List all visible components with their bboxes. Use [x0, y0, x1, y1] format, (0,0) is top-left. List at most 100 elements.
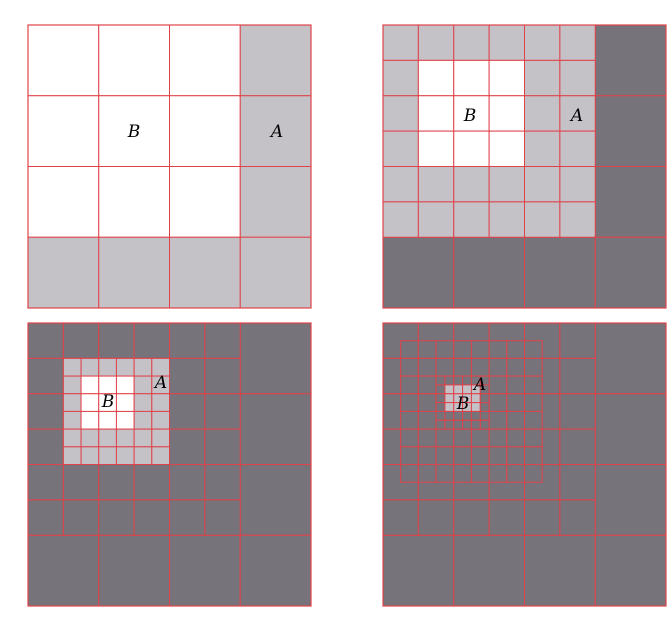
a-cell: [133, 393, 153, 412]
outer-cell: [417, 357, 437, 377]
a-cell: [559, 166, 596, 203]
a-cell: [559, 95, 596, 132]
region-a-label: A: [472, 375, 486, 395]
a-cell: [524, 95, 561, 132]
b-cell: [98, 166, 170, 238]
outer-cell: [27, 393, 64, 430]
outer-cell: [470, 464, 490, 483]
outer-cell: [594, 24, 667, 97]
outer-cell: [62, 464, 100, 501]
outer-cell: [524, 357, 543, 377]
outer-cell: [470, 340, 490, 359]
outer-cell: [594, 166, 667, 238]
outer-cell: [169, 499, 206, 536]
outer-cell: [506, 446, 525, 465]
b-cell: [80, 410, 100, 430]
outer-cell: [506, 464, 525, 483]
a-cell: [524, 59, 561, 97]
outer-cell: [27, 322, 64, 359]
a-cell: [133, 428, 153, 448]
a-cell: [115, 357, 135, 377]
a-cell: [453, 201, 490, 238]
b-cell: [80, 393, 100, 412]
a-cell: [98, 428, 117, 448]
outer-cell: [435, 419, 446, 430]
b-cell: [115, 375, 135, 395]
outer-cell: [239, 464, 312, 536]
outer-cell: [239, 322, 312, 395]
outer-cell: [524, 236, 596, 309]
outer-cell: [453, 446, 472, 465]
outer-cell: [400, 428, 419, 448]
outer-cell: [488, 446, 508, 465]
b-cell: [417, 59, 455, 97]
a-cell: [382, 130, 419, 167]
outer-cell: [524, 340, 543, 359]
outer-cell: [417, 393, 437, 412]
outer-cell: [488, 499, 525, 536]
outer-cell: [435, 357, 455, 377]
a-cell: [239, 24, 312, 97]
outer-cell: [470, 446, 490, 465]
b-cell: [27, 166, 100, 238]
outer-cell: [27, 534, 100, 607]
a-cell: [151, 393, 170, 412]
a-cell: [98, 446, 117, 465]
outer-cell: [594, 464, 667, 536]
outer-cell: [594, 322, 667, 395]
outer-cell: [594, 95, 667, 167]
outer-cell: [453, 464, 472, 483]
outer-cell: [400, 393, 419, 412]
b-cell: [169, 24, 241, 97]
outer-cell: [594, 236, 667, 309]
panel-level-1: [27, 24, 312, 309]
outer-cell: [98, 534, 170, 607]
outer-cell: [524, 410, 543, 430]
a-cell: [382, 201, 419, 238]
outer-cell: [453, 357, 472, 377]
outer-cell: [382, 236, 455, 309]
a-cell: [470, 402, 481, 412]
outer-cell: [382, 499, 419, 536]
a-cell: [62, 357, 82, 377]
outer-cell: [27, 464, 64, 501]
outer-cell: [594, 534, 667, 607]
a-cell: [151, 446, 170, 465]
a-cell: [382, 24, 419, 61]
b-cell: [444, 384, 455, 395]
b-cell: [115, 410, 135, 430]
a-cell: [417, 166, 455, 203]
outer-cell: [594, 393, 667, 465]
panel-frame: [382, 322, 667, 607]
panel-level-4: [382, 322, 667, 607]
a-cell: [488, 201, 525, 238]
a-cell: [417, 201, 455, 238]
a-cell: [524, 130, 561, 167]
outer-cell: [400, 357, 419, 377]
outer-cell: [27, 428, 64, 465]
outer-cell: [453, 534, 525, 607]
b-cell: [417, 95, 455, 132]
a-cell: [239, 166, 312, 238]
outer-cell: [524, 375, 543, 395]
region-b-label: B: [101, 392, 115, 412]
b-cell: [453, 130, 490, 167]
b-cell: [453, 59, 490, 97]
outer-cell: [417, 340, 437, 359]
outer-cell: [470, 357, 490, 377]
a-cell: [115, 446, 135, 465]
outer-cell: [382, 534, 455, 607]
a-cell: [239, 95, 312, 167]
outer-cell: [169, 322, 206, 359]
b-cell: [444, 393, 455, 404]
a-cell: [524, 166, 561, 203]
a-cell: [115, 428, 135, 448]
a-cell: [133, 375, 153, 395]
outer-cell: [417, 428, 437, 448]
outer-cell: [470, 428, 490, 448]
a-cell: [151, 410, 170, 430]
outer-cell: [506, 340, 525, 359]
outer-cell: [559, 464, 596, 501]
outer-cell: [444, 410, 455, 421]
outer-cell: [479, 410, 490, 421]
